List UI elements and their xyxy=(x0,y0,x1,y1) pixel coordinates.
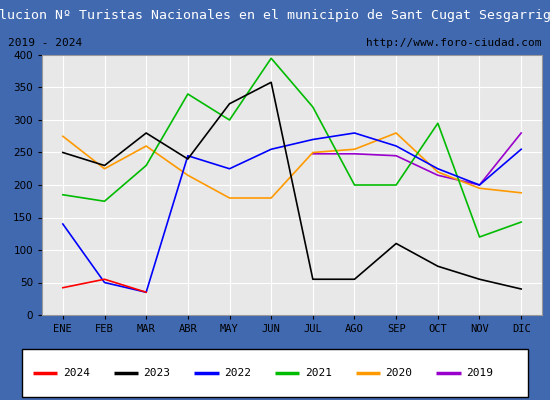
Text: 2019: 2019 xyxy=(466,368,493,378)
Text: 2022: 2022 xyxy=(224,368,251,378)
Text: Evolucion Nº Turistas Nacionales en el municipio de Sant Cugat Sesgarrigues: Evolucion Nº Turistas Nacionales en el m… xyxy=(0,8,550,22)
Text: 2020: 2020 xyxy=(386,368,412,378)
Text: 2024: 2024 xyxy=(63,368,90,378)
Text: 2021: 2021 xyxy=(305,368,332,378)
Text: http://www.foro-ciudad.com: http://www.foro-ciudad.com xyxy=(366,38,542,48)
Text: 2019 - 2024: 2019 - 2024 xyxy=(8,38,82,48)
Text: 2023: 2023 xyxy=(144,368,170,378)
